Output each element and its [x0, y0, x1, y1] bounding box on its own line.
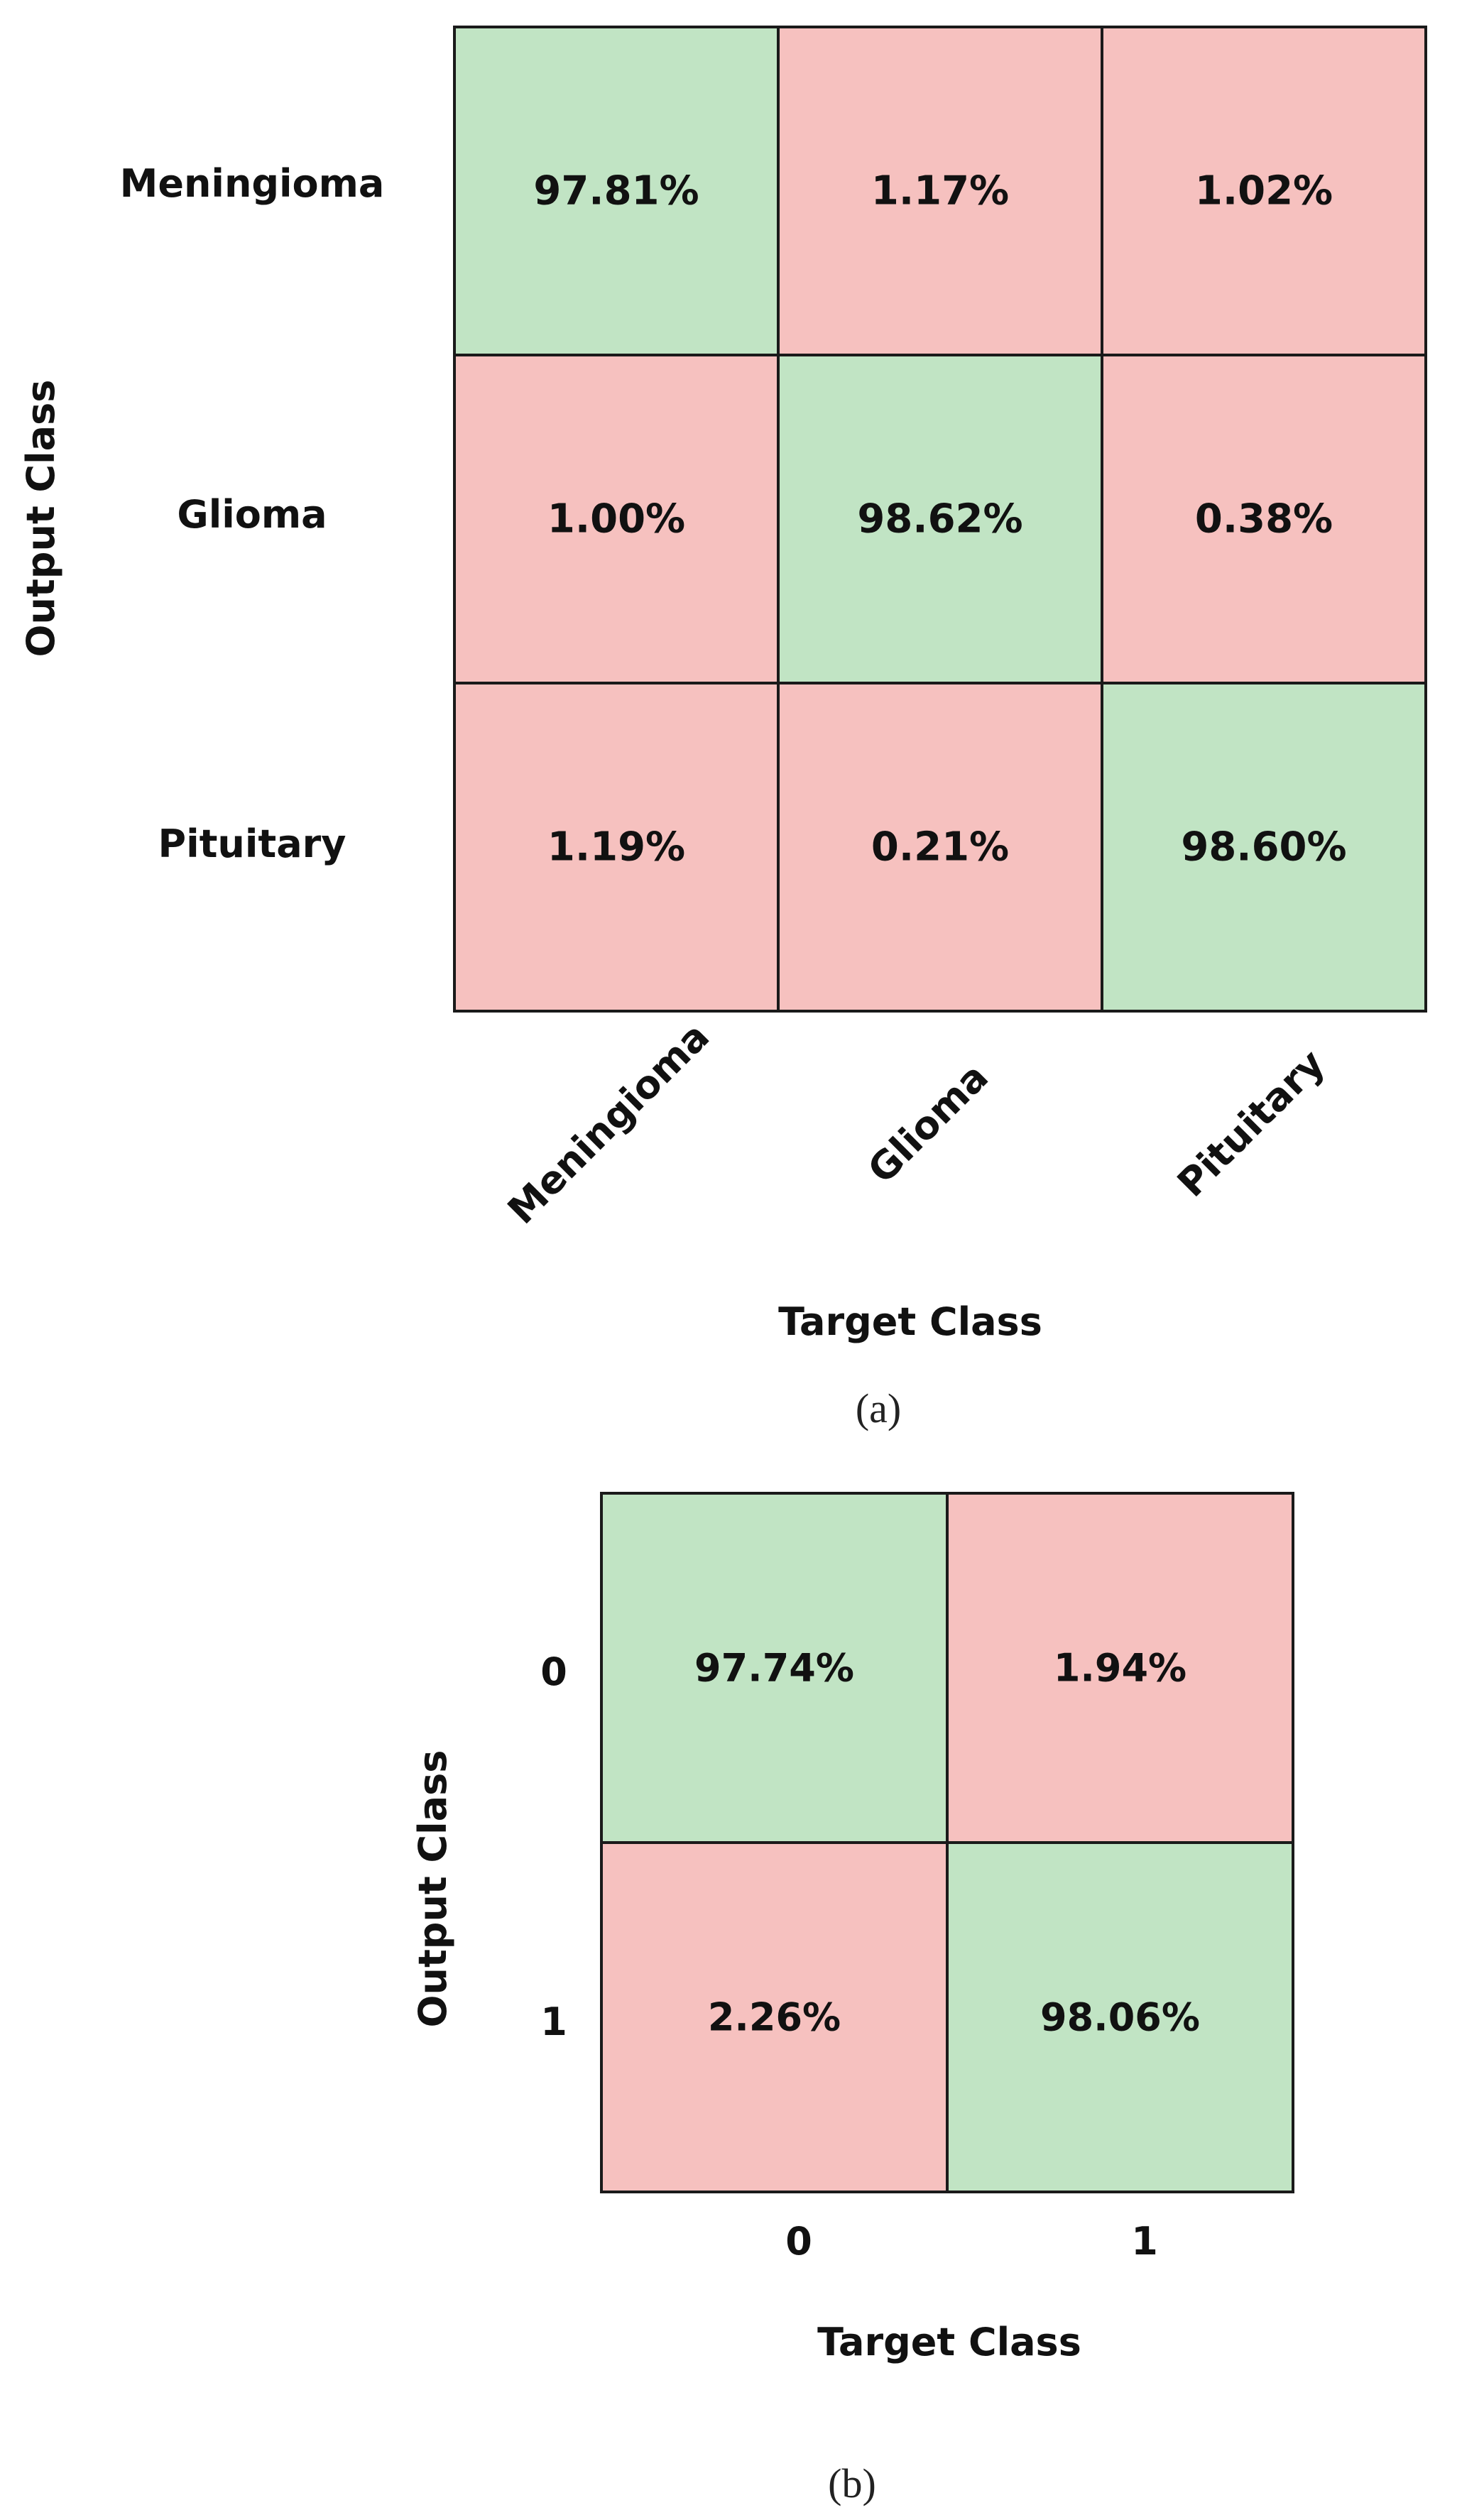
matrix-a-cell-r1-c0: [453, 354, 780, 684]
matrix-a-y-axis-title: Output Class: [18, 380, 63, 658]
matrix-b-cell-label-r1-c1: 98.06%: [1040, 1995, 1200, 2040]
matrix-b-cell-label-r1-c0: 2.26%: [708, 1995, 841, 2040]
matrix-a-cell-label-r1-c2: 0.38%: [1195, 496, 1333, 542]
matrix-a-cell-label-r1-c0: 1.00%: [547, 496, 685, 542]
matrix-a-cell-label-r2-c0: 1.19%: [547, 824, 685, 871]
matrix-a-cells: 97.81% 1.17% 1.02% 1.00% 98.62% 0.38% 1.19% 0.2…: [453, 26, 1427, 1013]
matrix-b-col-label: 1: [1131, 2219, 1158, 2264]
caption-b: (b): [828, 2460, 876, 2506]
matrix-b-cell-r0-c1: [946, 1492, 1294, 1844]
matrix-a-row-label: Glioma: [177, 492, 327, 537]
matrix-b-cell-r1-c0: [600, 1841, 949, 2193]
matrix-a-cell-label-r1-c1: 98.62%: [857, 496, 1022, 542]
matrix-b-cell-label-r0-c1: 1.94%: [1054, 1646, 1186, 1691]
matrix-a-cell-r2-c1: [777, 682, 1103, 1013]
matrix-a-cell-label-r2-c2: 98.60%: [1181, 824, 1346, 871]
matrix-a-row-label: Meningioma: [120, 161, 385, 206]
matrix-a-col-label: Glioma: [859, 1054, 997, 1192]
matrix-a-cell-r2-c2: [1101, 682, 1427, 1013]
caption-a: (a): [856, 1385, 901, 1431]
matrix-a-col-label: Pituitary: [1169, 1041, 1333, 1206]
matrix-a-cell-r0-c0: [453, 26, 780, 356]
matrix-b-y-axis-title: Output Class: [410, 1750, 455, 2028]
matrix-b-cell-label-r0-c0: 97.74%: [694, 1646, 854, 1691]
matrix-a-row-label: Pituitary: [158, 822, 347, 866]
matrix-a-col-label: Meningioma: [499, 1014, 718, 1233]
matrix-b-cells: 97.74% 1.94% 2.26% 98.06%: [600, 1492, 1294, 2193]
matrix-b-cell-r1-c1: [946, 1841, 1294, 2193]
matrix-a-cell-label-r0-c1: 1.17%: [871, 168, 1009, 214]
matrix-b-x-axis-title: Target Class: [817, 2320, 1081, 2364]
matrix-a-cell-label-r0-c2: 1.02%: [1195, 168, 1333, 214]
matrix-a-cell-r0-c1: [777, 26, 1103, 356]
matrix-a-cell-r2-c0: [453, 682, 780, 1013]
matrix-a-x-axis-title: Target Class: [778, 1299, 1042, 1344]
matrix-a-cell-r1-c2: [1101, 354, 1427, 684]
matrix-b-col-label: 0: [785, 2219, 812, 2264]
matrix-a-cell-label-r0-c0: 97.81%: [533, 168, 699, 214]
matrix-b-row-label: 1: [540, 2000, 567, 2044]
matrix-b-cell-r0-c0: [600, 1492, 949, 1844]
matrix-b-row-label: 0: [540, 1649, 567, 1694]
confusion-matrix-b: 97.74% 1.94% 2.26% 98.06% 0 1 0 1 Target Cl…: [410, 1492, 1294, 2506]
matrix-a-cell-r1-c1: [777, 354, 1103, 684]
confusion-matrix-a: 97.81% 1.17% 1.02% 1.00% 98.62% 0.38% 1.19% 0.2…: [18, 26, 1427, 1431]
matrix-a-cell-label-r2-c1: 0.21%: [871, 824, 1009, 871]
matrix-a-cell-r0-c2: [1101, 26, 1427, 356]
